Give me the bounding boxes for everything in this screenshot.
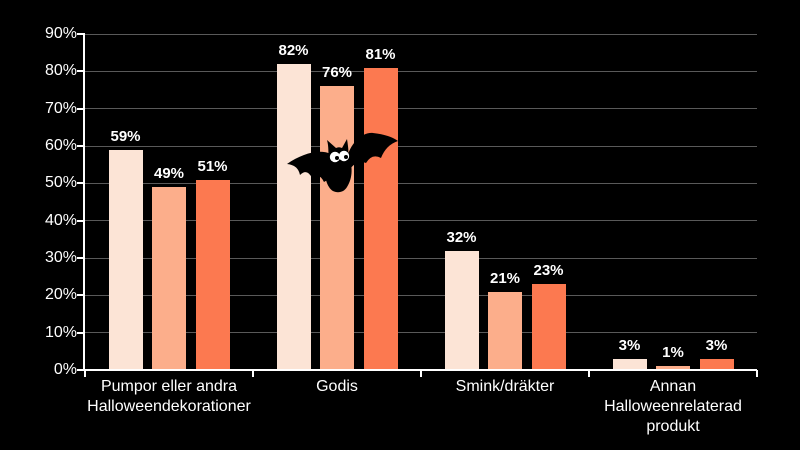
bar-value-label: 76%	[321, 64, 353, 82]
gridline-70	[85, 108, 757, 110]
category-label-line: Annan	[649, 378, 697, 395]
gridline-90	[85, 33, 757, 35]
category-label-4: Annan Halloweenrelaterad produkt	[573, 377, 773, 437]
bar-value-label: 23%	[533, 262, 564, 280]
gridline-30	[85, 257, 757, 259]
y-axis-tick	[77, 294, 84, 297]
bar-series2-Godis	[320, 86, 354, 370]
category-label-1: Pumpor eller andra Halloweendekorationer	[69, 377, 269, 417]
category-label-line: Pumpor eller andra	[100, 378, 238, 395]
y-axis-label-40%: 40%	[44, 211, 77, 229]
gridline-10	[85, 332, 757, 334]
bar-value-label: 3%	[705, 336, 728, 354]
y-axis-tick	[77, 145, 84, 147]
x-axis-tick	[420, 370, 422, 377]
bar-series3-Godis	[363, 67, 398, 370]
y-axis-tick	[77, 107, 84, 110]
gridline-40	[85, 220, 757, 222]
x-axis-tick	[252, 370, 254, 377]
y-axis-tick	[77, 182, 84, 185]
bar-value-label: 32%	[446, 228, 477, 246]
y-axis-tick	[77, 331, 84, 334]
bar-series1-Annan Halloweenrelaterad produkt	[612, 358, 647, 370]
bar-series3-Annan Halloweenrelaterad produkt	[699, 358, 734, 370]
bar-value-label: 82%	[278, 41, 309, 59]
bar-series3-Smink/dräkter	[531, 284, 566, 370]
gridline-60	[85, 145, 757, 147]
category-label-line: Halloweendekorationer	[87, 398, 251, 415]
y-axis-tick	[77, 70, 84, 73]
y-axis-line	[83, 33, 85, 371]
bar-value-label: 21%	[489, 269, 521, 287]
bar-series2-Pumpor eller andra Halloweendekorationer	[152, 187, 186, 370]
bar-value-label: 51%	[197, 157, 228, 175]
bar-series3-Pumpor eller andra Halloweendekorationer	[195, 179, 230, 370]
bar-value-label: 1%	[662, 344, 684, 362]
y-axis-label-20%: 20%	[44, 286, 77, 304]
y-axis-tick	[77, 219, 84, 222]
gridline-20	[85, 294, 757, 296]
gridline-80	[85, 70, 757, 72]
y-axis-label-90%: 90%	[44, 25, 77, 42]
bat-clipart-icon	[287, 132, 398, 193]
y-axis-label-30%: 30%	[44, 249, 77, 266]
y-axis-tick	[77, 33, 84, 35]
category-label-line: Halloweenrelaterad	[604, 398, 742, 415]
y-axis-label-50%: 50%	[44, 174, 77, 192]
x-axis-tick	[756, 370, 758, 377]
bar-series2-Smink/dräkter	[488, 291, 522, 370]
x-axis-tick	[588, 370, 590, 377]
category-label-line: Godis	[316, 378, 358, 395]
y-axis-label-60%: 60%	[44, 137, 77, 154]
y-axis-tick	[77, 369, 84, 371]
y-axis-label-80%: 80%	[44, 62, 77, 80]
bar-value-label: 3%	[618, 336, 641, 354]
category-label-2: Godis	[237, 377, 437, 397]
category-label-line: produkt	[646, 418, 700, 435]
bar-value-label: 59%	[110, 127, 141, 145]
bar-series1-Smink/dräkter	[444, 250, 479, 370]
category-label-line: Smink/dräkter	[455, 378, 555, 395]
gridline-50	[85, 182, 757, 184]
y-axis-tick	[77, 257, 84, 259]
bar-series1-Pumpor eller andra Halloweendekorationer	[108, 149, 143, 370]
y-axis-label-70%: 70%	[44, 99, 77, 117]
bar-series1-Godis	[276, 63, 311, 370]
bar-series2-Annan Halloweenrelaterad produkt	[656, 366, 690, 370]
bar-value-label: 49%	[153, 165, 185, 183]
x-axis-tick	[84, 370, 86, 377]
bar-value-label: 81%	[365, 45, 396, 63]
y-axis-label-10%: 10%	[44, 323, 77, 341]
category-label-3: Smink/dräkter	[405, 377, 605, 397]
y-axis-label-0%: 0%	[53, 361, 77, 378]
